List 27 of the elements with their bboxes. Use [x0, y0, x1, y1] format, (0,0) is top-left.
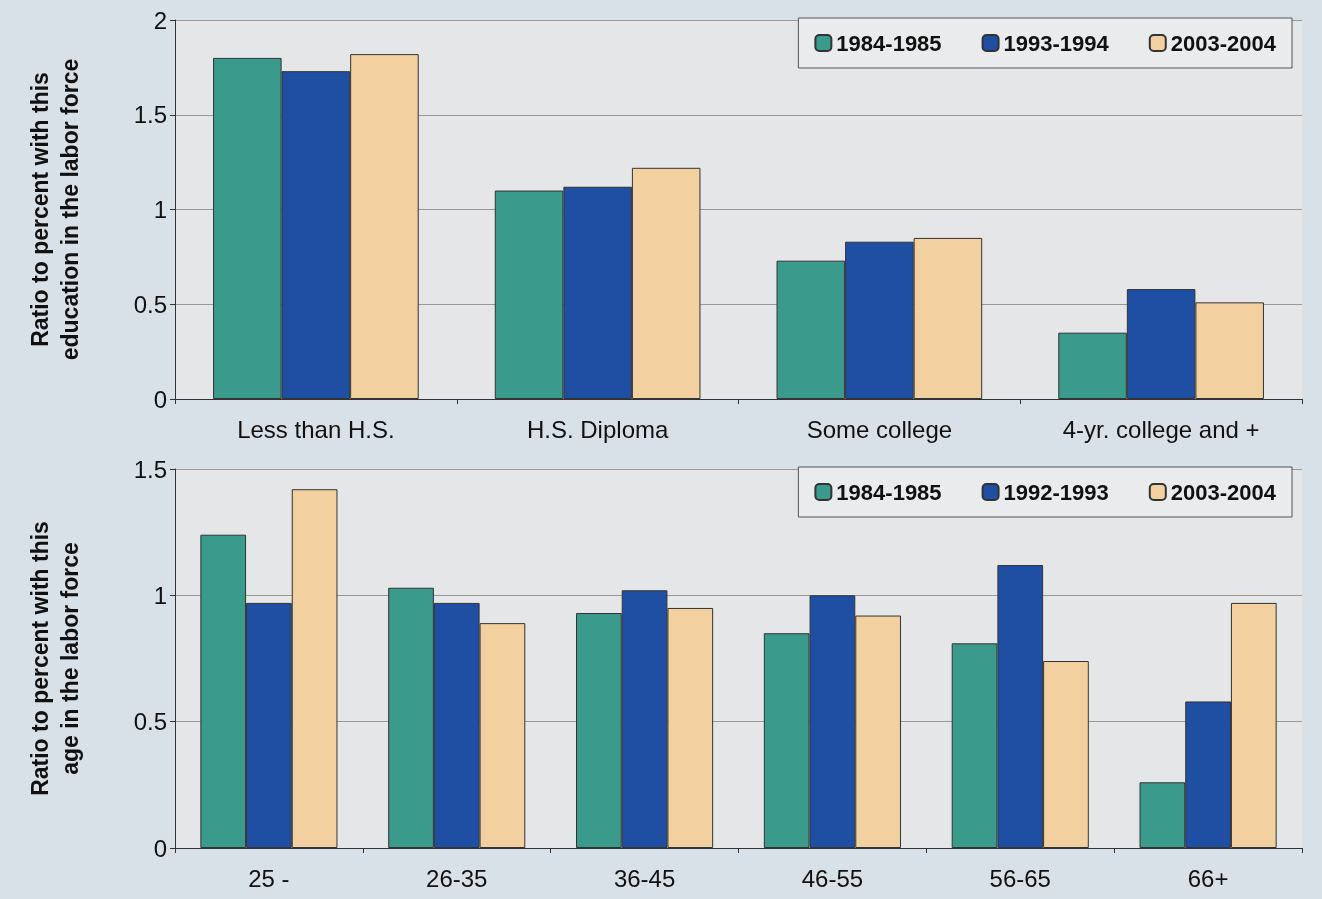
x-tick-label: 25 - [248, 864, 290, 892]
y-tick-label: 0.5 [133, 708, 167, 736]
x-tick-label: Less than H.S. [237, 415, 395, 443]
legend-label: 1984-1985 [836, 30, 942, 56]
y-tick-label: 1.5 [133, 101, 167, 129]
y-tick-label: 2 [153, 6, 167, 34]
x-tick-label: 26-35 [426, 864, 488, 892]
legend-label: 2003-2004 [1170, 479, 1277, 505]
x-tick-label: 4-yr. college and + [1062, 415, 1260, 443]
y-tick-label: 1.5 [133, 455, 167, 483]
y-axis-title: Ratio to percent with this age in the labor force [27, 521, 83, 796]
x-tick-label: 46-55 [801, 864, 864, 892]
y-tick-label: 1 [153, 581, 167, 609]
x-tick-label: H.S. Diploma [526, 415, 669, 443]
legend-label: 2003-2004 [1170, 30, 1277, 56]
x-tick-label: Some college [806, 415, 953, 443]
x-tick-label: 36-45 [613, 864, 676, 892]
x-tick-label: 66+ [1187, 864, 1229, 892]
y-tick-label: 0 [153, 385, 167, 413]
legend-label: 1984-1985 [836, 479, 942, 505]
y-tick-label: 0 [153, 834, 167, 862]
y-axis-title: Ratio to percent with this education in the labor force [27, 58, 83, 361]
y-tick-label: 0.5 [133, 290, 167, 318]
y-tick-label: 1 [153, 196, 167, 223]
legend-label: 1993-1994 [1003, 30, 1110, 56]
legend-label: 1992-1993 [1003, 479, 1109, 505]
x-tick-label: 56-65 [989, 864, 1051, 892]
